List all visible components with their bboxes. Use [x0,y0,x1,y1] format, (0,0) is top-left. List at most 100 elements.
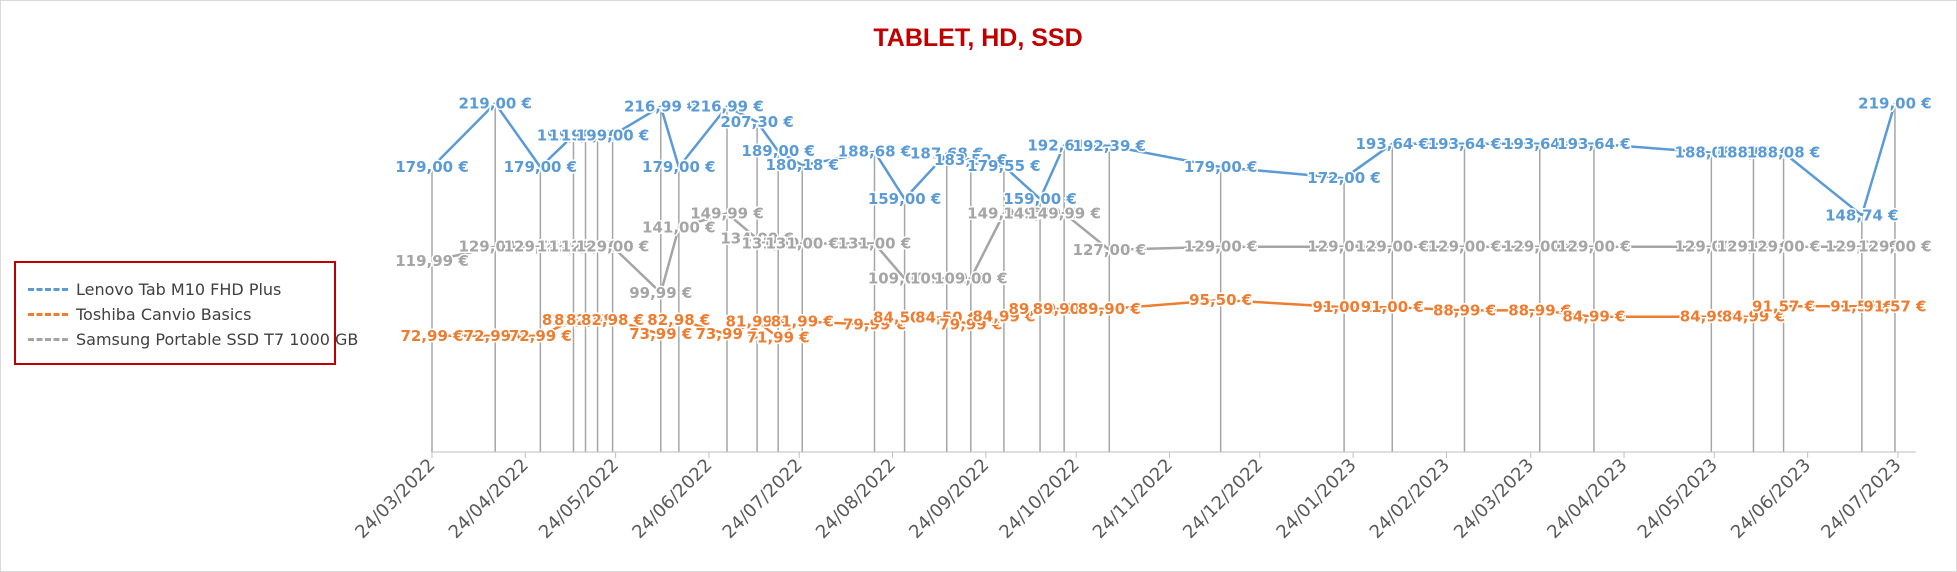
legend-label-lenovo: Lenovo Tab M10 FHD Plus [76,279,282,299]
data-label: 84,99 € [972,308,1035,326]
series-line-2 [431,212,1895,295]
data-label: 99,99 € [629,284,692,302]
data-label: 91,00 € [1361,298,1424,316]
data-label: 192,39 € [1073,137,1147,155]
data-label: 71,99 € [747,328,810,346]
x-tick-label: 24/07/2023 [1817,455,1905,543]
data-label: 81,99 € [726,312,789,330]
x-tick-label: 24/06/2023 [1727,455,1815,543]
data-label: 129,00 € [561,238,635,256]
data-label: 180,18 € [765,156,839,174]
data-label: 91,57 € [1863,297,1926,315]
legend-swatch-samsung [28,337,68,341]
legend: Lenovo Tab M10 FHD Plus Toshiba Canvio B… [14,261,358,365]
data-label: 129,00 € [1355,238,1429,256]
data-label: 129,00 € [1428,238,1502,256]
data-label: 148,74 € [1825,206,1899,224]
x-tick-label: 24/07/2022 [719,455,807,543]
data-label: 193,64 € [1355,135,1429,153]
data-label: 149,99 € [1027,204,1101,222]
data-label: 129,00 € [1747,238,1821,256]
data-label: 89,90 € [1078,300,1141,318]
data-label: 172,00 € [1307,169,1381,187]
data-label: 82,98 € [554,311,617,329]
data-label: 141,00 € [642,219,716,237]
x-tick-label: 24/10/2022 [996,455,1084,543]
data-label: 199,00 € [537,126,611,144]
data-label: 179,00 € [504,158,578,176]
data-label: 199,00 € [561,126,635,144]
data-label: 82,98 € [542,311,605,329]
data-label: 72,99 € [509,327,572,345]
data-label: 129,00 € [1825,238,1899,256]
x-axis: 24/03/2022 24/04/2022 24/05/2022 24/06/2022… [351,451,1916,543]
x-tick-label: 24/03/2023 [1450,455,1538,543]
data-label: 88,99 € [1508,301,1571,319]
x-tick-label: 24/04/2022 [445,455,533,543]
data-label: 84,50 € [873,309,936,327]
x-tick-label: 24/08/2022 [812,455,900,543]
chart-title: TABLET, HD, SSD [873,24,1082,52]
x-tick-label: 24/11/2022 [1089,455,1177,543]
data-label: 129,00 € [1717,238,1791,256]
data-label: 79,99 € [843,316,906,334]
x-tick-label: 24/12/2022 [1179,455,1267,543]
data-label: 72,99 € [400,327,463,345]
x-tick-label: 24/04/2023 [1543,455,1631,543]
series-lines [431,102,1897,339]
data-label: 88,99 € [1433,301,1496,319]
data-label: 129,00 € [1557,238,1631,256]
data-label: 183,52 € [934,151,1008,169]
data-label: 179,00 € [642,158,716,176]
data-label: 89,90 € [1033,300,1096,318]
data-label: 109,00 € [910,270,984,288]
data-label: 82,98 € [581,311,644,329]
data-label: 84,99 € [1680,308,1743,326]
data-label: 82,98 € [647,311,710,329]
drop-lines [431,103,1896,452]
data-label: 159,00 € [868,190,942,208]
data-label: 199,00 € [576,126,650,144]
legend-label-samsung: Samsung Portable SSD T7 1000 GB [76,329,359,349]
data-label: 188,08 € [1747,144,1821,162]
data-label: 179,00 € [395,158,469,176]
data-label: 189,00 € [741,142,815,160]
legend-item-samsung: Samsung Portable SSD T7 1000 GB [28,327,358,351]
x-tick-label: 24/01/2023 [1272,455,1360,543]
data-label: 187,68 € [910,144,984,162]
data-label: 207,30 € [720,113,794,131]
data-label: 73,99 € [629,325,692,343]
data-label: 188,08 € [1717,144,1791,162]
data-label: 95,50 € [1189,291,1252,309]
data-label: 129,00 € [576,238,650,256]
data-label: 109,00 € [868,270,942,288]
data-label: 119,99 € [395,252,469,270]
data-label: 81,99 € [771,312,834,330]
data-label: 131,00 € [741,234,815,252]
legend-label-toshiba: Toshiba Canvio Basics [76,304,252,324]
data-label: 134,00 € [720,230,794,248]
data-label: 84,99 € [1562,308,1625,326]
data-label: 188,68 € [838,143,912,161]
data-label: 216,99 € [624,98,698,116]
data-label: 159,00 € [1003,190,1077,208]
data-label: 216,99 € [690,98,764,116]
data-label: 179,55 € [967,157,1041,175]
data-label: 129,00 € [1503,238,1577,256]
data-label: 82,98 € [566,311,629,329]
data-label: 188,08 € [1675,144,1749,162]
data-label: 79,99 € [939,316,1002,334]
data-label: 193,64 € [1428,135,1502,153]
legend-swatch-toshiba [28,312,68,316]
series-line-1 [432,298,1895,339]
legend-swatch-lenovo [28,287,68,291]
data-label: 129,00 € [1675,238,1749,256]
data-label: 192,61 € [1027,136,1101,154]
x-tick-label: 24/03/2022 [351,455,439,543]
data-label: 193,64 € [1503,135,1577,153]
data-label: 73,99 € [695,325,758,343]
data-label: 127,00 € [1073,241,1147,259]
x-tick-label: 24/02/2023 [1366,455,1454,543]
data-label: 84,50 € [915,309,978,327]
